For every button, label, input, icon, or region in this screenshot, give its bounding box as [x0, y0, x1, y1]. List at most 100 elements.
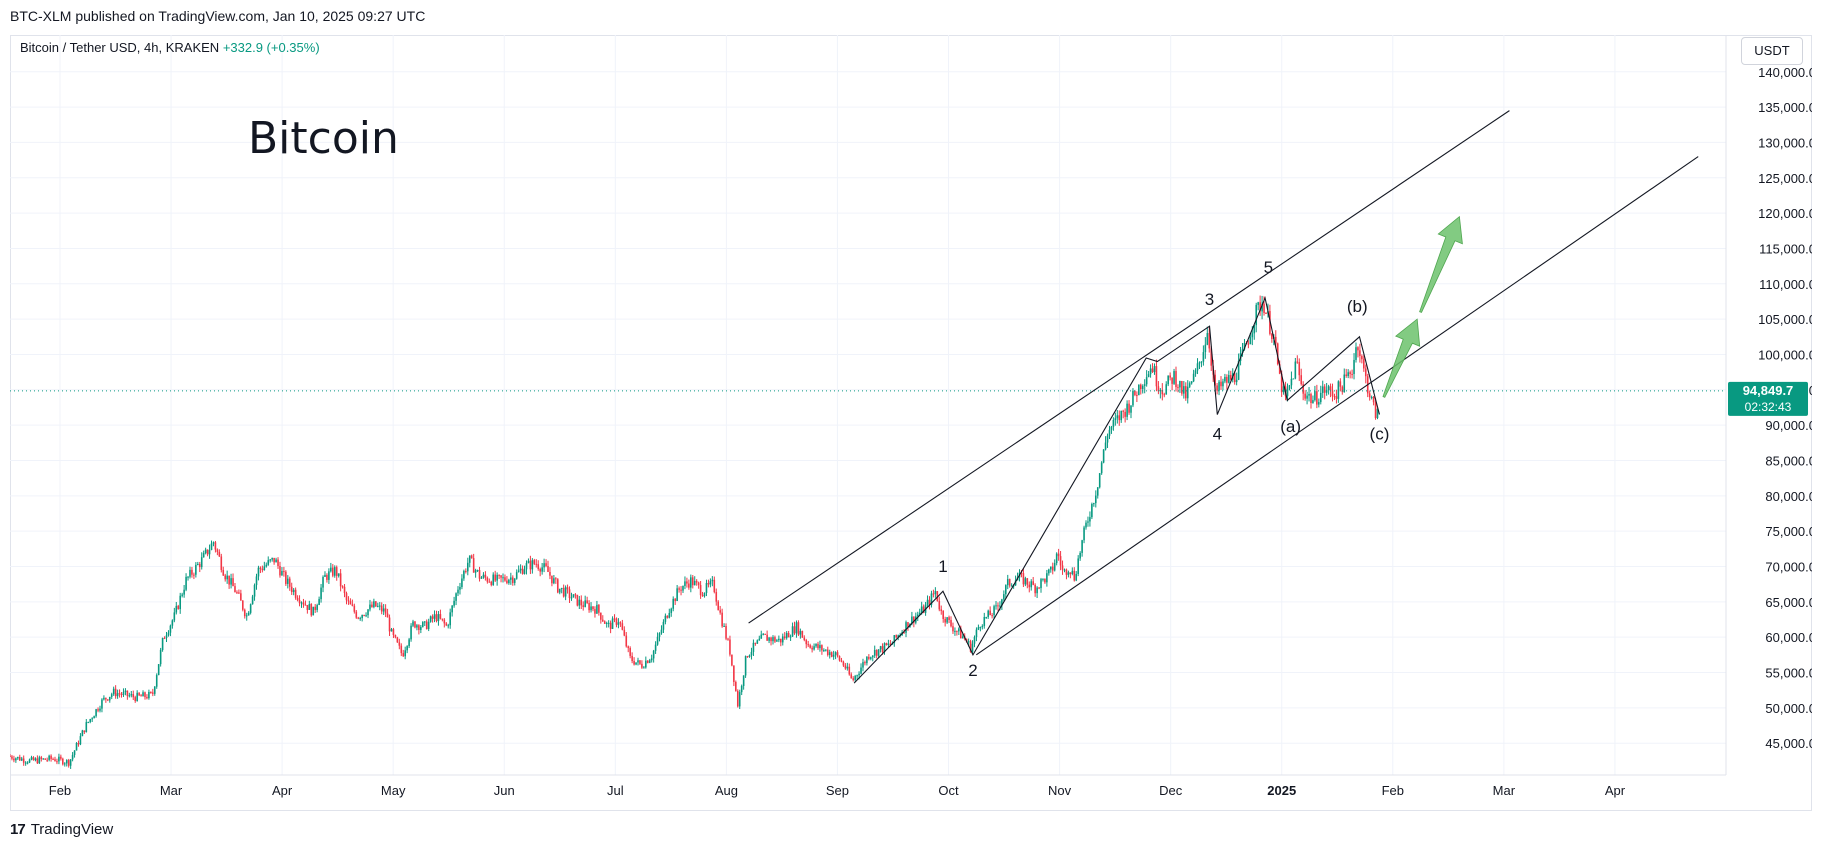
candle-body [1071, 570, 1074, 574]
candle-body [337, 573, 340, 576]
candle-body [193, 574, 195, 576]
candle-body [756, 640, 759, 644]
candle-body [50, 755, 52, 759]
candle-body [210, 543, 213, 550]
candle-body [32, 757, 35, 761]
candle-body [1337, 381, 1340, 399]
candle-body [578, 599, 581, 606]
candle-body [18, 756, 21, 761]
candle-body [930, 593, 933, 605]
currency-selector[interactable]: USDT [1741, 37, 1803, 65]
y-tick-label: 50,000.0 [1765, 701, 1812, 716]
candle-body [1091, 504, 1093, 518]
candle-body [204, 549, 207, 554]
candle-body [200, 557, 203, 568]
candle-body [24, 762, 27, 764]
candle-body [1370, 396, 1373, 398]
candle-body [1093, 503, 1095, 505]
candle-body [1004, 585, 1007, 595]
candle-body [797, 622, 800, 635]
candle-body [1294, 361, 1297, 379]
candle-body [905, 622, 907, 633]
y-tick-label: 70,000.0 [1765, 559, 1812, 574]
candle-body [283, 571, 285, 573]
candle-body [157, 664, 160, 676]
x-tick-label: Dec [1159, 783, 1183, 798]
x-tick-label: May [381, 783, 406, 798]
candle-body [126, 690, 129, 696]
candle-body [795, 622, 798, 634]
candle-body [1302, 384, 1304, 394]
candle-body [384, 608, 387, 614]
candle-body [533, 560, 536, 564]
candle-body [71, 754, 74, 760]
candle-body [167, 632, 170, 636]
candle-body [854, 676, 856, 680]
candle-body [253, 585, 256, 597]
candle-body [774, 637, 776, 642]
candle-body [543, 563, 545, 568]
price-chart[interactable]: 1 2 3 4 5 (a) (b) (c) 45,000.0 50,000.0 55,000.0 6… [10, 35, 1812, 811]
candle-body [455, 593, 457, 601]
y-tick-label: 125,000.0 [1758, 171, 1812, 186]
candle-body [1206, 333, 1209, 345]
candle-body [318, 599, 320, 605]
candle-body [445, 623, 448, 626]
candle-body [1108, 429, 1111, 436]
candle-body [1300, 375, 1303, 385]
candle-body [1363, 359, 1365, 369]
candle-body [175, 605, 178, 613]
last-price-label: 94,849.7 [1743, 383, 1794, 398]
candle-body [807, 644, 810, 646]
x-tick-label: Nov [1048, 783, 1072, 798]
candle-body [621, 623, 624, 630]
candle-body [517, 570, 520, 573]
candle-body [1329, 386, 1332, 391]
candle-body [717, 601, 720, 611]
tradingview-logo[interactable]: 17 TradingView [10, 821, 113, 838]
candle-body [179, 595, 182, 610]
candle-body [486, 577, 489, 582]
candle-body [457, 589, 459, 594]
candle-body [130, 694, 133, 696]
candle-body [584, 600, 586, 607]
candle-body [302, 602, 305, 605]
candle-body [825, 649, 827, 651]
candle-body [803, 637, 806, 641]
candle-body [1190, 381, 1193, 384]
x-tick-label: Apr [1605, 783, 1626, 798]
candle-body [840, 660, 843, 662]
candle-body [1229, 375, 1232, 380]
candle-body [67, 760, 70, 766]
candle-body [216, 549, 219, 552]
candle-body [81, 730, 84, 737]
candle-body [1335, 396, 1338, 399]
candle-body [183, 589, 185, 595]
candle-body [564, 587, 567, 597]
candle-body [531, 560, 534, 570]
x-tick-label: Apr [272, 783, 293, 798]
candle-body [1003, 594, 1005, 600]
candle-body [1271, 333, 1273, 339]
candle-body [1044, 578, 1046, 583]
candle-body [864, 662, 866, 664]
candle-body [1314, 391, 1316, 401]
candle-body [357, 617, 360, 619]
candle-body [314, 606, 316, 610]
candle-body [791, 626, 794, 637]
candle-body [1081, 540, 1083, 553]
candle-body [165, 635, 168, 639]
candle-body [447, 625, 450, 627]
symbol-legend[interactable]: Bitcoin / Tether USD, 4h, KRAKEN +332.9 … [20, 40, 320, 55]
candle-body [380, 605, 383, 612]
candle-body [576, 594, 579, 606]
candle-body [832, 654, 835, 657]
candle-body [56, 761, 58, 763]
candle-body [823, 649, 825, 651]
candle-body [504, 577, 506, 581]
candle-body [310, 604, 313, 616]
candle-body [1069, 572, 1072, 574]
candle-body [852, 678, 855, 680]
candle-body [666, 615, 669, 618]
candle-body [1259, 302, 1261, 312]
